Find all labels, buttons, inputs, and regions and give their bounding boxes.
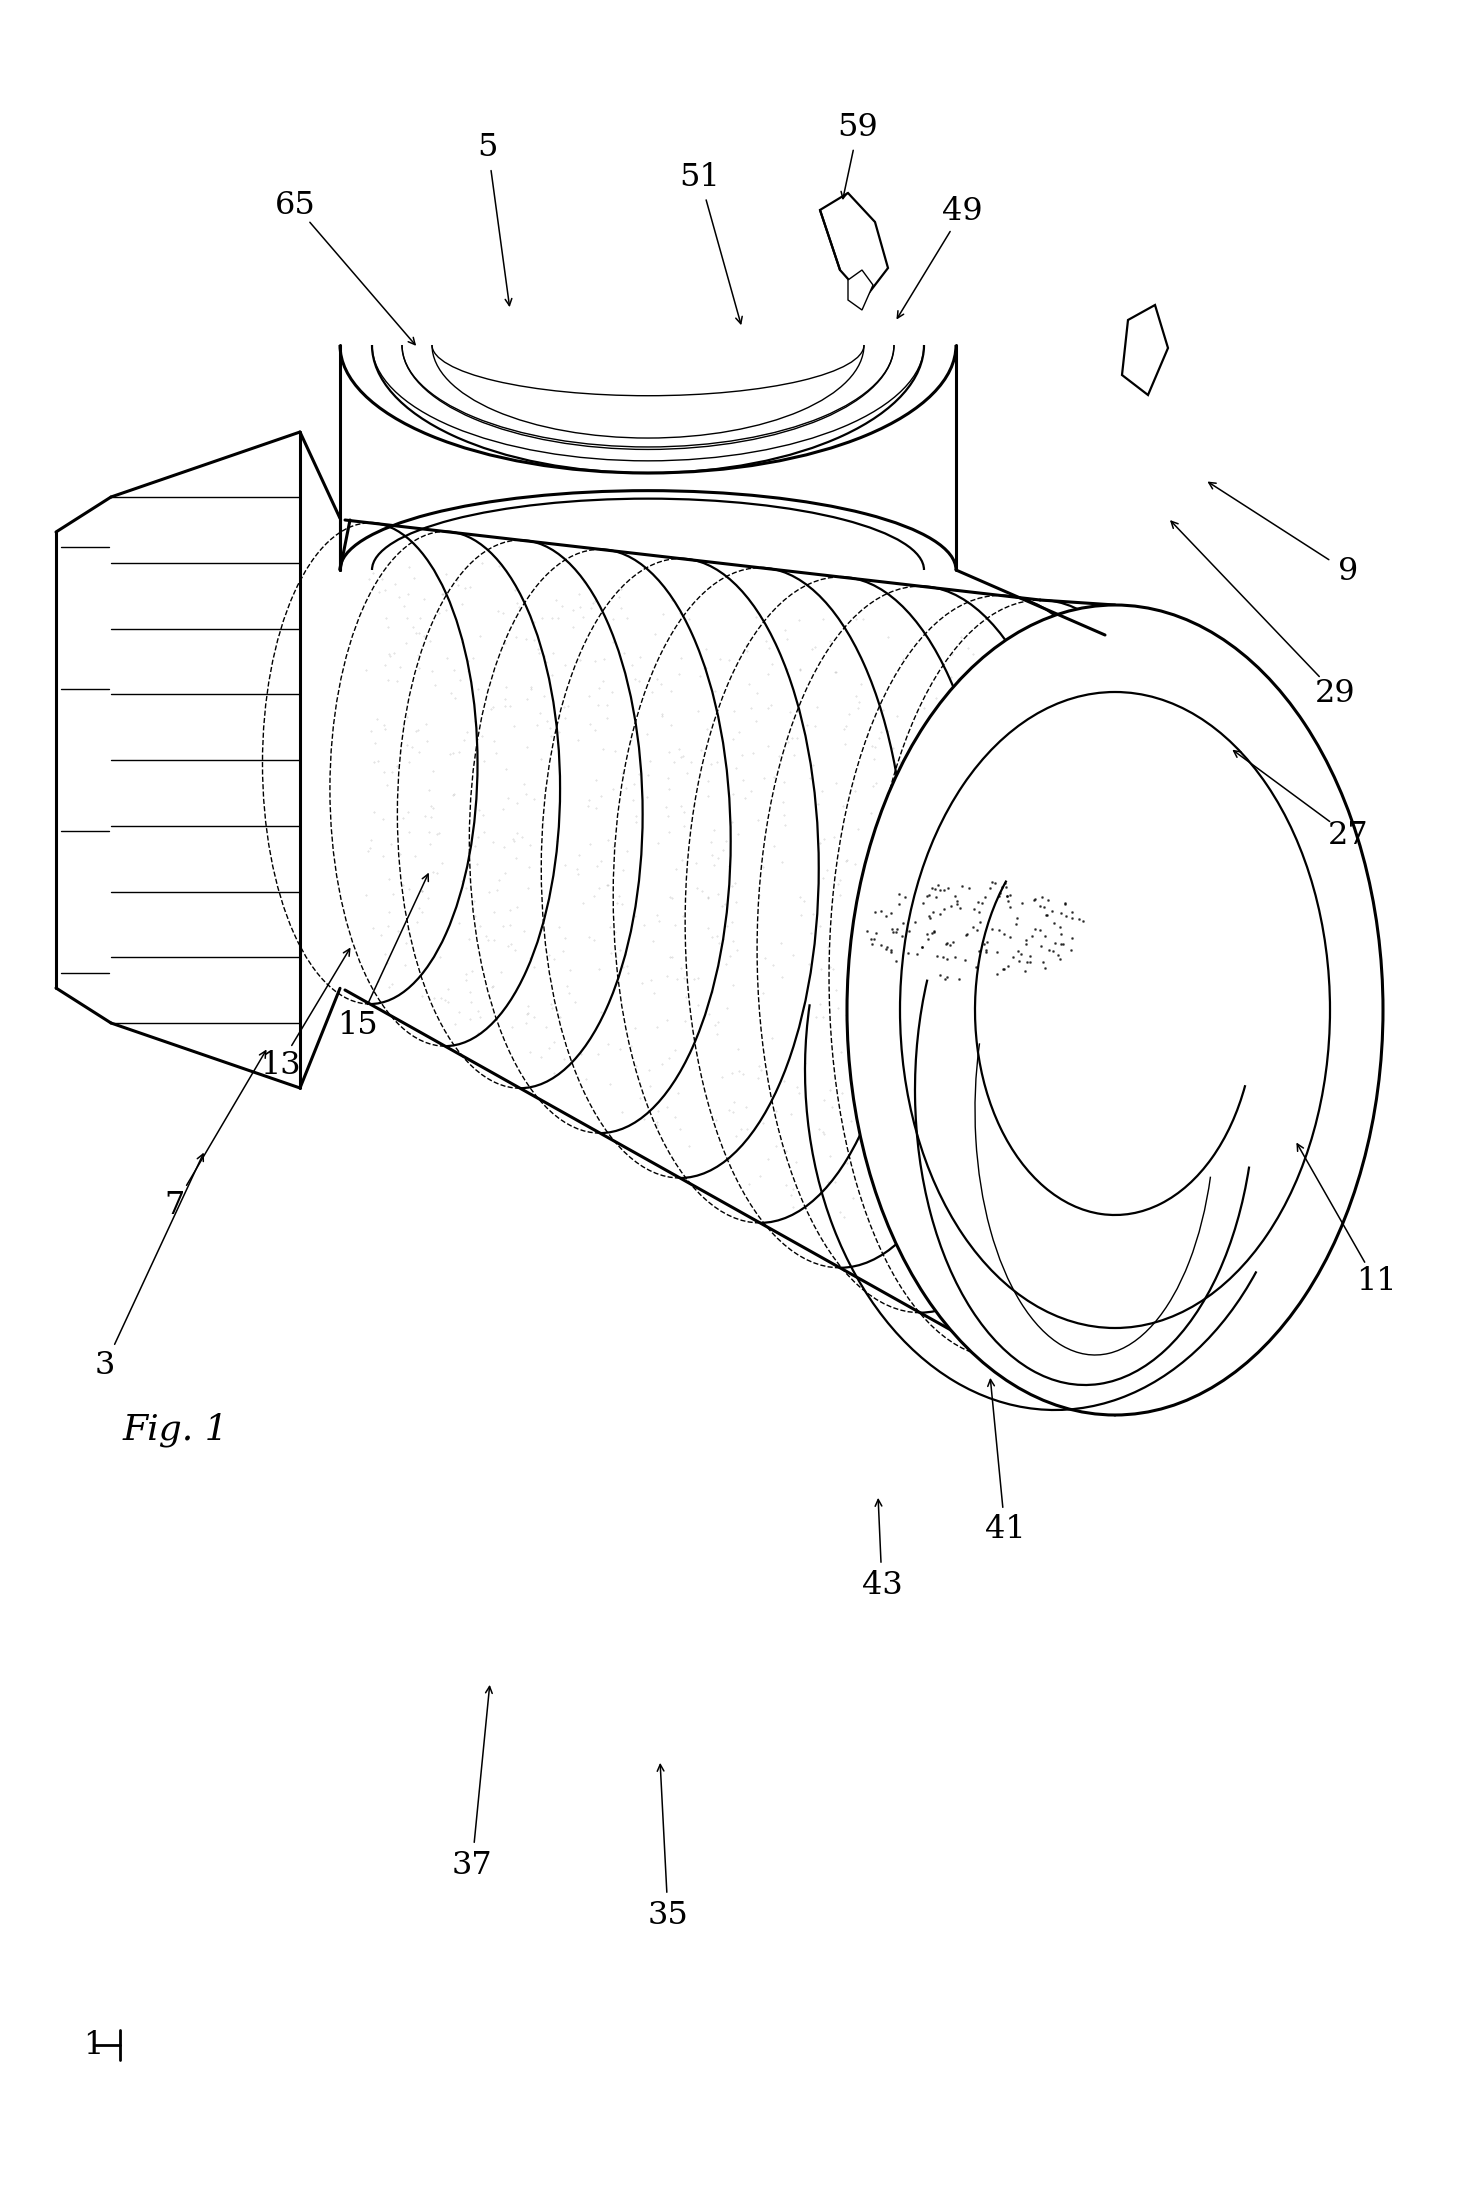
Text: 3: 3	[95, 1350, 115, 1381]
Text: 15: 15	[337, 1010, 378, 1041]
Text: 1: 1	[83, 2029, 103, 2060]
Text: 43: 43	[862, 1569, 903, 1600]
Text: 29: 29	[1315, 678, 1355, 709]
Text: 49: 49	[941, 197, 983, 228]
Polygon shape	[848, 270, 873, 309]
Text: 41: 41	[984, 1514, 1026, 1545]
Text: 51: 51	[680, 164, 720, 194]
Text: 37: 37	[452, 1850, 492, 1881]
Polygon shape	[820, 192, 888, 298]
Text: 5: 5	[477, 133, 498, 164]
Text: 9: 9	[1338, 557, 1358, 588]
Text: 59: 59	[838, 113, 878, 144]
Polygon shape	[1122, 305, 1168, 396]
Text: 7: 7	[166, 1189, 185, 1220]
Text: 13: 13	[260, 1050, 300, 1081]
Text: Fig. 1: Fig. 1	[123, 1412, 228, 1448]
Text: 27: 27	[1327, 820, 1369, 851]
Text: 11: 11	[1355, 1266, 1397, 1297]
Text: 35: 35	[647, 1901, 689, 1932]
Text: 65: 65	[275, 190, 315, 221]
Ellipse shape	[847, 606, 1383, 1414]
